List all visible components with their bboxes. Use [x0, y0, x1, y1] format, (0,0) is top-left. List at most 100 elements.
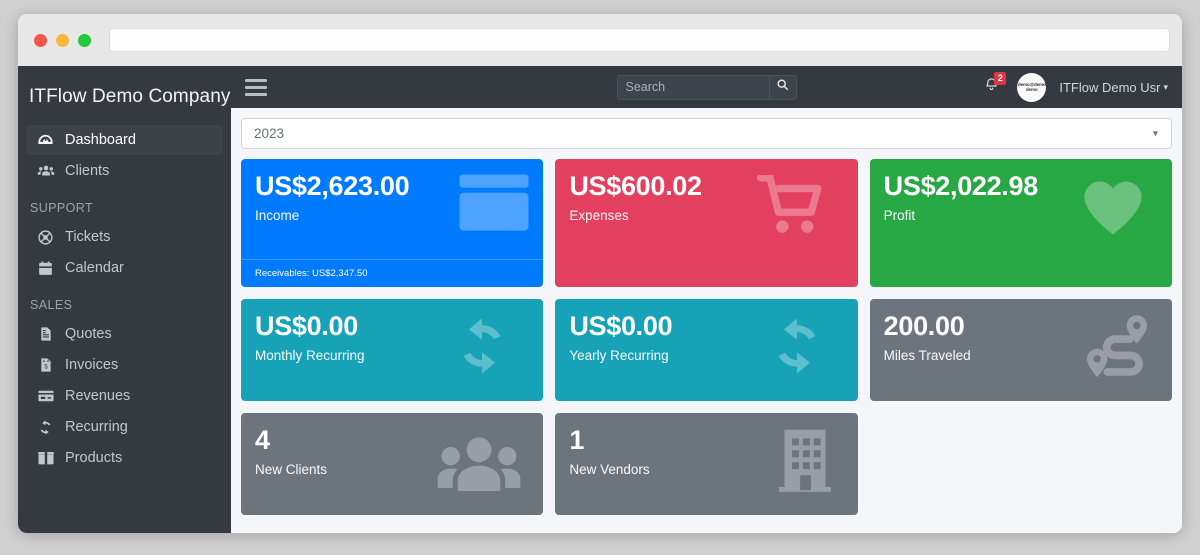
stat-card-body: US$600.02 Expenses: [555, 159, 857, 233]
stat-value: US$600.02: [569, 171, 702, 201]
chevron-down-icon: ▾: [1163, 81, 1168, 92]
stat-card-body: US$0.00 Yearly Recurring: [555, 299, 857, 373]
sidebar-group-sales: Quotes $ Invoices: [18, 319, 231, 473]
sidebar-item-label: Tickets: [65, 229, 111, 245]
stat-value: 4: [255, 425, 270, 455]
sidebar-item-tickets[interactable]: Tickets: [26, 222, 223, 252]
invoice-icon: $: [36, 356, 55, 375]
minimize-window-button[interactable]: [56, 33, 69, 47]
stat-value: US$0.00: [569, 311, 673, 341]
avatar-line1: demo@demo: [1017, 81, 1046, 87]
stat-card-row: US$0.00 Monthly Recurring US$0.00: [241, 299, 1172, 401]
sidebar-item-revenues[interactable]: Revenues: [26, 381, 223, 411]
clients-icon: [36, 162, 55, 181]
stat-label: Miles Traveled: [883, 348, 971, 364]
stat-card-body: 200.00 Miles Traveled: [870, 299, 1172, 373]
ticket-icon: [36, 228, 55, 247]
sidebar-item-label: Invoices: [65, 357, 119, 373]
bell-icon: [984, 77, 999, 97]
sidebar-group-main: Dashboard Clients: [18, 125, 231, 186]
sidebar-item-invoices[interactable]: $ Invoices: [26, 350, 223, 380]
notifications-button[interactable]: 2: [984, 72, 1007, 97]
quote-icon: [36, 325, 55, 344]
browser-window: ITFlow Demo Company Dashboard: [18, 14, 1182, 533]
stat-card-row: 4 New Clients: [241, 413, 1172, 515]
stat-label: New Vendors: [569, 462, 650, 478]
sidebar-item-dashboard[interactable]: Dashboard: [26, 125, 223, 155]
sidebar-item-label: Quotes: [65, 326, 112, 342]
sidebar-item-label: Revenues: [65, 388, 131, 404]
product-icon: [36, 449, 55, 468]
user-menu[interactable]: ITFlow Demo Usr ▾: [1059, 80, 1168, 95]
search-input[interactable]: [616, 74, 769, 100]
stat-label: Profit: [883, 208, 916, 224]
search-button[interactable]: [768, 74, 797, 100]
url-input[interactable]: [109, 28, 1170, 52]
sidebar-item-label: Products: [65, 450, 123, 466]
stat-card-miles-traveled[interactable]: 200.00 Miles Traveled: [869, 299, 1172, 401]
hamburger-icon[interactable]: [245, 76, 267, 98]
stat-card-new-vendors[interactable]: 1 New Vendors: [555, 413, 858, 515]
user-menu-label: ITFlow Demo Usr: [1059, 79, 1161, 95]
search-icon: [776, 78, 789, 96]
dashboard-content: 2023 ▾ US$2,623.00 Income: [231, 108, 1182, 533]
stat-card-body: 4 New Clients: [241, 413, 543, 487]
avatar[interactable]: demo@demo demo: [1017, 72, 1047, 102]
sidebar-item-clients[interactable]: Clients: [26, 156, 223, 186]
stat-label: New Clients: [255, 462, 328, 478]
stat-footer: Receivables: US$2,347.50: [241, 259, 544, 287]
notification-badge: 2: [994, 72, 1007, 85]
revenue-icon: [36, 387, 55, 406]
sidebar-item-products[interactable]: Products: [26, 443, 223, 473]
stat-value: US$0.00: [255, 311, 358, 341]
stat-value: US$2,022.98: [883, 171, 1039, 201]
top-navbar: 2 demo@demo demo ITFlow Demo Usr ▾: [231, 66, 1182, 108]
sidebar-item-label: Dashboard: [65, 132, 136, 148]
calendar-icon: [36, 259, 55, 278]
maximize-window-button[interactable]: [78, 33, 91, 47]
sidebar-item-quotes[interactable]: Quotes: [26, 319, 223, 349]
sidebar-heading-support: SUPPORT: [30, 201, 93, 215]
stat-label: Monthly Recurring: [255, 348, 365, 364]
stat-card-yearly-recurring[interactable]: US$0.00 Yearly Recurring: [555, 299, 858, 401]
dashboard-icon: [36, 131, 55, 150]
avatar-line2: demo: [1025, 87, 1038, 92]
year-filter-value: 2023: [254, 126, 285, 141]
stat-card-row: US$2,623.00 Income Receivables: US$2,347…: [241, 159, 1172, 287]
sidebar-item-label: Clients: [65, 163, 110, 179]
main-column: 2 demo@demo demo ITFlow Demo Usr ▾ 2023: [231, 66, 1182, 533]
recurring-icon: [36, 418, 55, 437]
stat-card-new-clients[interactable]: 4 New Clients: [241, 413, 544, 515]
sidebar-item-label: Recurring: [65, 419, 128, 435]
stat-card-body: US$2,022.98 Profit: [870, 159, 1172, 233]
stat-card-body: US$0.00 Monthly Recurring: [241, 299, 543, 373]
stat-card-row-spacer: [870, 413, 1172, 515]
close-window-button[interactable]: [34, 33, 47, 47]
search-form: [616, 74, 797, 100]
stat-label: Yearly Recurring: [569, 348, 669, 364]
sidebar-group-support: Tickets Calendar: [18, 222, 231, 283]
stat-value: 200.00: [883, 311, 965, 341]
navbar-right: 2 demo@demo demo ITFlow Demo Usr ▾: [984, 72, 1168, 102]
sidebar-item-label: Calendar: [65, 260, 124, 276]
traffic-lights: [34, 33, 91, 47]
browser-chrome: [18, 14, 1182, 66]
stat-card-expenses[interactable]: US$600.02 Expenses: [555, 159, 858, 287]
sidebar-item-recurring[interactable]: Recurring: [26, 412, 223, 442]
stat-value: 1: [569, 425, 585, 455]
stat-card-monthly-recurring[interactable]: US$0.00 Monthly Recurring: [241, 299, 544, 401]
sidebar-brand[interactable]: ITFlow Demo Company: [29, 86, 231, 107]
stat-card-income[interactable]: US$2,623.00 Income Receivables: US$2,347…: [241, 159, 544, 287]
stat-card-profit[interactable]: US$2,022.98 Profit: [869, 159, 1172, 287]
stat-label: Income: [255, 208, 300, 224]
sidebar: ITFlow Demo Company Dashboard: [18, 66, 231, 533]
app-root: ITFlow Demo Company Dashboard: [18, 66, 1182, 533]
sidebar-item-calendar[interactable]: Calendar: [26, 253, 223, 283]
stat-label: Expenses: [569, 208, 629, 224]
stat-card-body: 1 New Vendors: [555, 413, 857, 487]
stat-card-body: US$2,623.00 Income: [241, 159, 543, 233]
stat-card-footer-wrap: Receivables: US$2,347.50: [241, 259, 544, 287]
year-filter-select[interactable]: 2023 ▾: [241, 118, 1172, 149]
stat-value: US$2,623.00: [255, 171, 410, 201]
svg-text:$: $: [44, 365, 48, 371]
